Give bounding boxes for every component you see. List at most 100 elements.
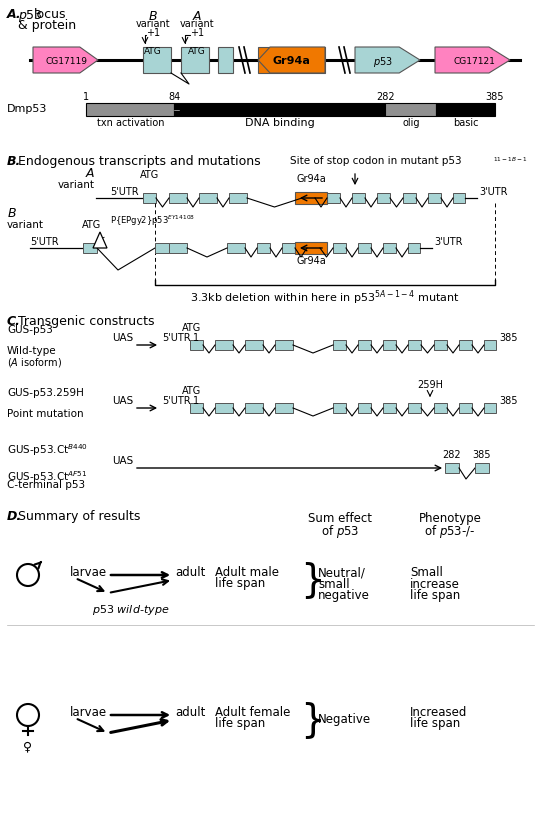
Text: 282: 282	[443, 450, 461, 460]
Text: Endogenous transcripts and mutations: Endogenous transcripts and mutations	[18, 155, 261, 168]
Text: 3'UTR: 3'UTR	[434, 237, 463, 247]
Text: variant: variant	[180, 19, 214, 29]
Text: ATG: ATG	[182, 323, 202, 333]
Text: ATG: ATG	[140, 170, 160, 180]
Text: }: }	[300, 561, 325, 599]
Text: $A$: $A$	[84, 167, 95, 180]
Bar	[83, 243, 97, 253]
Text: adult: adult	[175, 565, 206, 579]
Bar	[484, 340, 496, 350]
Text: B.: B.	[7, 155, 21, 168]
Text: $p53$: $p53$	[18, 8, 43, 24]
Bar	[174, 103, 385, 116]
Bar	[358, 340, 371, 350]
Text: variant: variant	[7, 220, 44, 230]
Bar	[229, 193, 247, 203]
Text: basic: basic	[453, 118, 478, 128]
Bar	[143, 193, 156, 203]
Text: adult: adult	[175, 706, 206, 718]
Text: P{EPgy2}p53$^{EY14108}$: P{EPgy2}p53$^{EY14108}$	[110, 214, 195, 228]
Text: 385: 385	[499, 396, 518, 406]
Bar	[245, 403, 263, 413]
Text: GUS-p53.259H: GUS-p53.259H	[7, 388, 84, 398]
Text: $A$: $A$	[192, 10, 202, 23]
Bar	[445, 463, 459, 473]
Text: GUS-p53.Ct$^{AF51}$: GUS-p53.Ct$^{AF51}$	[7, 469, 87, 485]
Bar	[190, 403, 203, 413]
Polygon shape	[93, 232, 107, 248]
Text: larvae: larvae	[70, 706, 107, 718]
Text: C-terminal p53: C-terminal p53	[7, 480, 85, 490]
Text: olig: olig	[402, 118, 420, 128]
Bar	[437, 103, 495, 116]
Text: 282: 282	[376, 92, 394, 102]
Text: ATG: ATG	[144, 47, 162, 56]
Text: life span: life span	[410, 717, 460, 731]
Text: CG17121: CG17121	[453, 56, 495, 65]
Text: locus: locus	[34, 8, 67, 21]
Text: +1: +1	[190, 28, 204, 38]
Text: GUS-p53.Ct$^{B440}$: GUS-p53.Ct$^{B440}$	[7, 442, 88, 458]
Bar	[181, 47, 209, 73]
Text: Summary of results: Summary of results	[18, 510, 140, 523]
Bar	[408, 340, 421, 350]
Bar	[295, 192, 327, 204]
Text: Gr94a: Gr94a	[273, 56, 311, 66]
Text: life span: life span	[215, 717, 265, 729]
Text: Adult male: Adult male	[215, 565, 279, 579]
Text: ATG: ATG	[188, 47, 206, 56]
Text: Neutral/: Neutral/	[318, 566, 366, 580]
Text: Negative: Negative	[318, 713, 371, 727]
Text: Transgenic constructs: Transgenic constructs	[18, 315, 155, 328]
Text: 3'UTR: 3'UTR	[479, 187, 507, 197]
Bar	[190, 340, 203, 350]
Text: 3.3kb deletion within here in p53$^{5A-1-4}$ mutant: 3.3kb deletion within here in p53$^{5A-1…	[190, 288, 460, 306]
Bar	[377, 193, 390, 203]
Text: Gr94a: Gr94a	[296, 256, 326, 266]
Text: 259H: 259H	[417, 380, 443, 390]
Text: life span: life span	[215, 576, 265, 590]
Text: $B$: $B$	[7, 207, 17, 220]
Text: larvae: larvae	[70, 565, 107, 579]
Bar	[257, 243, 270, 253]
Text: CG17119: CG17119	[45, 56, 87, 65]
Bar	[352, 193, 365, 203]
Bar	[453, 193, 465, 203]
Bar	[383, 340, 396, 350]
Text: Dmp53: Dmp53	[7, 105, 48, 114]
Text: variant: variant	[136, 19, 170, 29]
Bar	[245, 340, 263, 350]
Text: 84: 84	[168, 92, 181, 102]
Text: Point mutation: Point mutation	[7, 409, 84, 419]
Text: Wild-type: Wild-type	[7, 346, 57, 356]
Polygon shape	[33, 47, 98, 73]
Bar	[215, 340, 233, 350]
Bar	[333, 403, 346, 413]
Bar	[143, 47, 171, 73]
Text: Adult female: Adult female	[215, 706, 291, 718]
Bar	[434, 340, 447, 350]
Text: DNA binding: DNA binding	[245, 118, 315, 128]
Bar	[307, 243, 320, 253]
Polygon shape	[355, 47, 420, 73]
Bar	[358, 243, 371, 253]
Text: }: }	[300, 701, 325, 739]
Text: C.: C.	[7, 315, 21, 328]
Text: GUS-p53: GUS-p53	[7, 325, 53, 335]
Text: UAS: UAS	[112, 333, 133, 343]
Bar	[408, 403, 421, 413]
Bar	[227, 243, 245, 253]
Text: UAS: UAS	[112, 456, 133, 466]
Text: 5'UTR: 5'UTR	[162, 333, 190, 343]
Bar	[275, 403, 293, 413]
Bar	[333, 243, 346, 253]
Bar	[327, 193, 340, 203]
Text: 1: 1	[193, 333, 199, 343]
Bar	[459, 340, 472, 350]
Text: life span: life span	[410, 588, 460, 602]
Bar	[282, 243, 295, 253]
Bar	[383, 403, 396, 413]
Text: 1: 1	[193, 396, 199, 406]
Text: of $p53$-/-: of $p53$-/-	[424, 523, 476, 540]
Bar	[428, 193, 441, 203]
